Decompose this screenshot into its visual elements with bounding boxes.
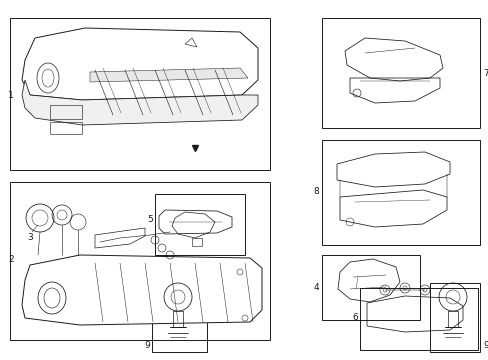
Text: 1: 1 [8, 90, 14, 99]
Text: 6: 6 [351, 314, 357, 323]
Bar [50, 122, 82, 134]
Polygon shape [22, 28, 258, 100]
Text: 8: 8 [313, 188, 318, 197]
Polygon shape [22, 80, 258, 125]
Bar [152, 283, 206, 352]
Text: 5: 5 [147, 216, 153, 225]
Bar [155, 194, 244, 255]
Text: 7: 7 [482, 68, 488, 77]
Bar [10, 18, 269, 170]
Text: 3: 3 [27, 234, 33, 243]
Bar [192, 238, 202, 246]
Text: 4: 4 [313, 283, 318, 292]
Bar [429, 283, 479, 352]
Bar [10, 182, 269, 340]
Text: 2: 2 [8, 256, 14, 265]
Bar [359, 288, 477, 350]
Text: 9: 9 [482, 341, 488, 350]
Polygon shape [22, 255, 262, 325]
Bar [321, 140, 479, 245]
Text: 9: 9 [144, 341, 150, 350]
Polygon shape [90, 68, 247, 82]
Bar [321, 18, 479, 128]
Bar [321, 255, 419, 320]
Bar [50, 105, 82, 119]
